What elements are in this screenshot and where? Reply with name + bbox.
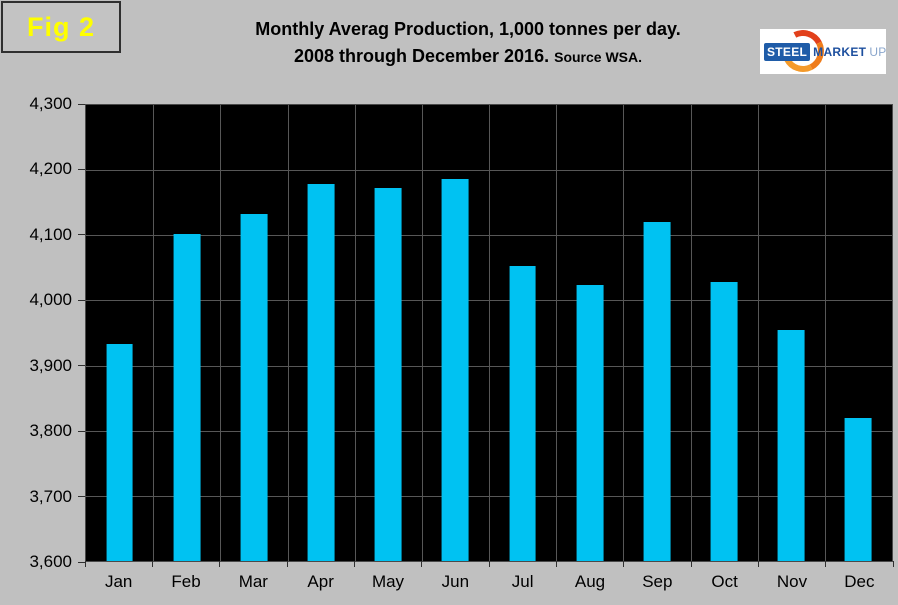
logo-update-text: UPDATE (869, 44, 886, 59)
x-tick (219, 561, 221, 567)
y-tick (78, 496, 85, 498)
y-tick (78, 430, 85, 432)
y-tick (78, 103, 85, 105)
x-tick (623, 561, 625, 567)
y-tick (78, 234, 85, 236)
y-tick (78, 365, 85, 367)
y-axis-label: 3,900 (29, 355, 72, 375)
vertical-gridline (421, 105, 423, 561)
chart-title-line1: Monthly Averag Production, 1,000 tonnes … (255, 19, 681, 39)
x-tick (555, 561, 557, 567)
x-axis-ticks (84, 561, 894, 568)
steel-market-update-logo: STEEL MARKET UPDATE (760, 29, 886, 74)
x-axis-label: Jul (511, 572, 534, 591)
bar-feb (173, 233, 201, 561)
x-axis-label: Oct (711, 572, 738, 591)
bar-oct (710, 282, 738, 561)
x-tick (690, 561, 692, 567)
x-axis-label: Sep (642, 572, 673, 591)
plot-area (85, 104, 893, 562)
figure-label-text: Fig 2 (26, 11, 95, 42)
x-axis-label: Dec (844, 572, 875, 591)
y-axis-ticks (78, 103, 85, 563)
vertical-gridline (556, 105, 558, 561)
x-axis-label: Aug (574, 572, 606, 591)
logo-market-text: MARKET (813, 44, 867, 59)
y-axis-label: 4,200 (29, 159, 72, 179)
y-axis-label: 4,300 (29, 94, 72, 113)
vertical-gridline (489, 105, 490, 561)
bar-jan (106, 344, 134, 561)
y-axis: 3,600 3,700 3,800 3,900 4,000 4,100 4,200 4,300 (0, 94, 72, 571)
vertical-gridline (757, 105, 759, 561)
vertical-gridline (220, 105, 222, 561)
bar-may (374, 187, 402, 561)
figure-label: Fig 2 (1, 1, 121, 53)
bar-mar (240, 214, 268, 561)
y-axis-label: 3,600 (29, 552, 72, 571)
x-tick (892, 561, 894, 567)
y-axis-label: 4,000 (29, 290, 72, 310)
bar-aug (576, 285, 604, 561)
logo-steel-text: STEEL (764, 42, 811, 61)
x-tick (84, 561, 86, 567)
bar-dec (844, 417, 872, 561)
x-tick (151, 561, 153, 567)
x-tick (421, 561, 423, 567)
x-axis-label: Feb (171, 572, 201, 591)
y-axis-label: 3,700 (29, 486, 72, 506)
y-axis-label: 3,800 (29, 421, 72, 441)
x-tick (757, 561, 759, 567)
chart-title: Monthly Averag Production, 1,000 tonnes … (150, 16, 786, 71)
y-tick (78, 561, 85, 563)
vertical-gridline (623, 105, 625, 561)
chart-source-note: Source WSA. (554, 49, 643, 65)
y-tick (78, 168, 85, 170)
x-tick (488, 561, 490, 567)
y-tick (78, 299, 85, 301)
x-axis-label: Apr (307, 572, 334, 591)
vertical-gridline (690, 105, 692, 561)
x-axis-label: May (371, 572, 405, 591)
bar-jul (509, 265, 537, 561)
bar-apr (307, 184, 335, 561)
x-tick (353, 561, 355, 567)
vertical-gridline (287, 105, 289, 561)
x-axis-label: Nov (776, 572, 808, 591)
vertical-gridline (153, 105, 155, 561)
x-axis-label: Jan (104, 572, 133, 591)
vertical-gridline (824, 105, 826, 561)
bar-jun (441, 179, 469, 561)
x-tick (286, 561, 288, 567)
bar-sep (643, 221, 671, 561)
vertical-gridline (354, 105, 356, 561)
logo-wordmark: STEEL MARKET UPDATE (764, 42, 886, 61)
x-axis-label: Mar (238, 572, 268, 591)
bar-nov (777, 329, 805, 561)
y-axis-label: 4,100 (29, 224, 72, 244)
x-axis-label: Jun (441, 572, 470, 591)
x-axis: Jan Feb Mar Apr May Jun Jul Aug Sep Oct Nov Dec (85, 570, 893, 598)
x-tick (825, 561, 827, 567)
chart-title-line2: 2008 through December 2016. Source WSA. (293, 46, 643, 66)
